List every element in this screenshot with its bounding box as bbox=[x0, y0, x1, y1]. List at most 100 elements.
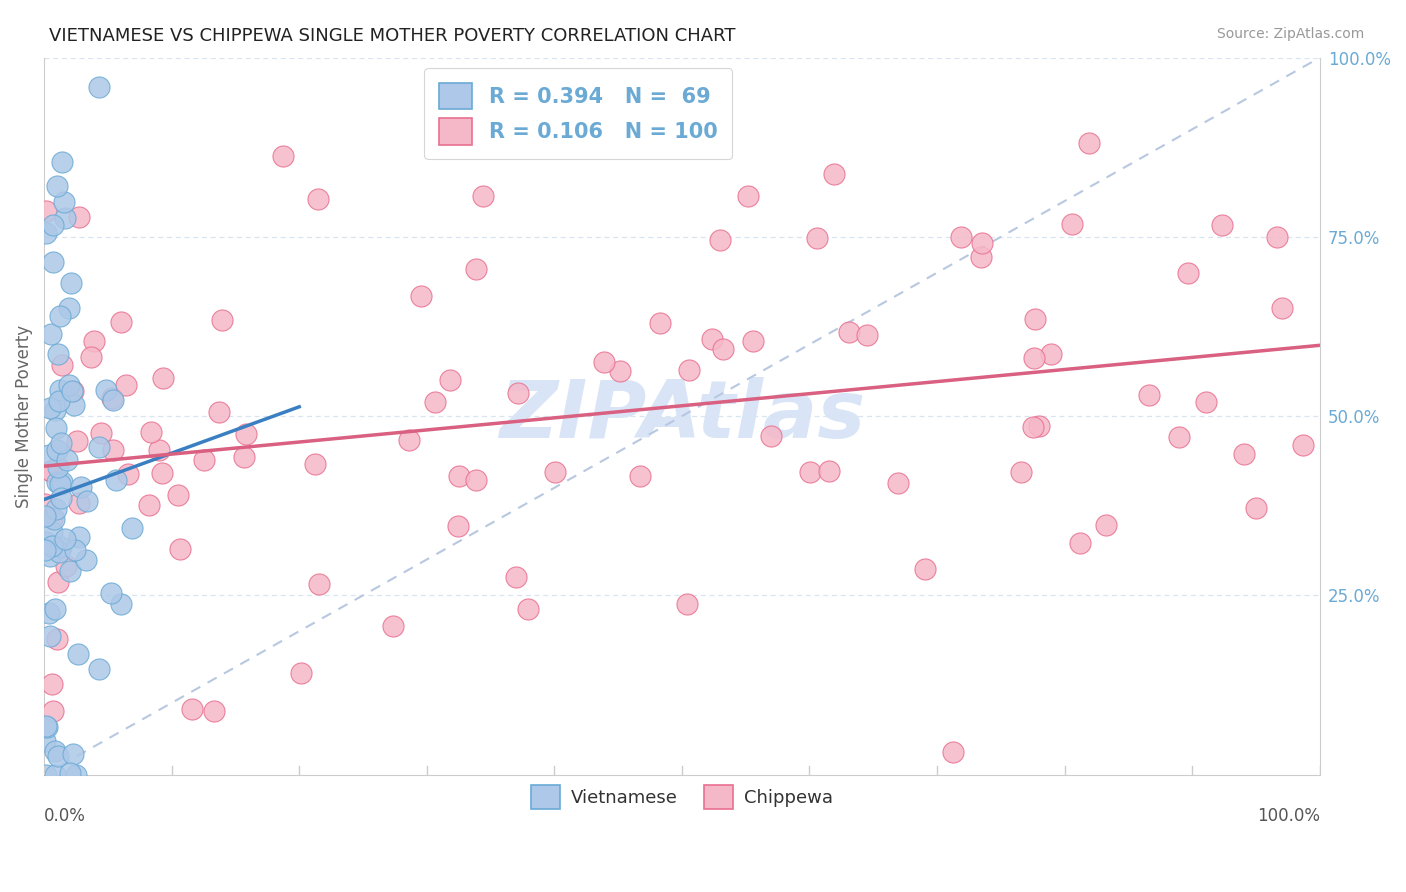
Point bbox=[439, 373, 461, 387]
Point bbox=[45, 502, 67, 516]
Point bbox=[42, 255, 65, 269]
Point bbox=[117, 467, 139, 481]
Point bbox=[62, 398, 84, 412]
Point bbox=[593, 355, 616, 369]
Point bbox=[193, 453, 215, 467]
Point bbox=[1271, 301, 1294, 315]
Legend: Vietnamese, Chippewa: Vietnamese, Chippewa bbox=[523, 778, 841, 815]
Point bbox=[38, 607, 60, 621]
Point bbox=[39, 464, 62, 478]
Point bbox=[58, 378, 80, 392]
Point bbox=[67, 495, 90, 509]
Point bbox=[761, 428, 783, 442]
Point bbox=[90, 425, 112, 440]
Point bbox=[42, 704, 65, 718]
Point bbox=[167, 488, 190, 502]
Point bbox=[53, 533, 76, 547]
Point bbox=[855, 328, 877, 343]
Point bbox=[1137, 387, 1160, 401]
Point bbox=[1028, 418, 1050, 433]
Point bbox=[1177, 266, 1199, 280]
Point bbox=[51, 154, 73, 169]
Text: VIETNAMESE VS CHIPPEWA SINGLE MOTHER POVERTY CORRELATION CHART: VIETNAMESE VS CHIPPEWA SINGLE MOTHER POV… bbox=[49, 27, 735, 45]
Point bbox=[150, 466, 173, 480]
Point bbox=[465, 474, 488, 488]
Point bbox=[62, 384, 84, 398]
Point bbox=[1040, 347, 1063, 361]
Point bbox=[101, 392, 124, 406]
Text: Source: ZipAtlas.com: Source: ZipAtlas.com bbox=[1216, 27, 1364, 41]
Point bbox=[76, 493, 98, 508]
Point bbox=[737, 188, 759, 202]
Point bbox=[838, 325, 860, 339]
Point bbox=[45, 421, 67, 435]
Point bbox=[49, 436, 72, 450]
Point bbox=[465, 261, 488, 276]
Point bbox=[648, 316, 671, 330]
Point bbox=[45, 443, 67, 458]
Point bbox=[35, 767, 58, 781]
Point bbox=[307, 192, 329, 206]
Point bbox=[100, 586, 122, 600]
Point bbox=[204, 704, 226, 718]
Point bbox=[1094, 517, 1116, 532]
Point bbox=[970, 236, 993, 251]
Point bbox=[51, 358, 73, 372]
Point bbox=[38, 448, 60, 462]
Point bbox=[48, 544, 70, 558]
Point bbox=[233, 450, 256, 464]
Point bbox=[60, 277, 83, 291]
Point bbox=[59, 766, 82, 780]
Point bbox=[46, 460, 69, 475]
Point bbox=[101, 442, 124, 457]
Point bbox=[818, 464, 841, 478]
Point bbox=[65, 767, 87, 781]
Point bbox=[39, 549, 62, 564]
Point bbox=[1167, 430, 1189, 444]
Point bbox=[53, 211, 76, 226]
Point bbox=[41, 510, 63, 524]
Point bbox=[628, 468, 651, 483]
Point bbox=[290, 666, 312, 681]
Point bbox=[44, 403, 66, 417]
Point bbox=[711, 343, 734, 357]
Point bbox=[138, 498, 160, 512]
Point bbox=[211, 312, 233, 326]
Point bbox=[169, 541, 191, 556]
Point bbox=[382, 619, 405, 633]
Point bbox=[34, 509, 56, 524]
Point bbox=[271, 149, 294, 163]
Point bbox=[58, 301, 80, 315]
Point bbox=[83, 334, 105, 349]
Point bbox=[62, 384, 84, 399]
Point bbox=[1024, 312, 1046, 326]
Point bbox=[52, 194, 75, 209]
Point bbox=[89, 662, 111, 676]
Point bbox=[942, 745, 965, 759]
Point bbox=[180, 701, 202, 715]
Point bbox=[42, 512, 65, 526]
Point bbox=[55, 559, 77, 574]
Point bbox=[121, 521, 143, 535]
Point bbox=[41, 524, 63, 539]
Point bbox=[35, 227, 58, 241]
Point bbox=[67, 210, 90, 224]
Point bbox=[1062, 218, 1084, 232]
Point bbox=[44, 767, 66, 781]
Point bbox=[152, 371, 174, 385]
Point bbox=[544, 465, 567, 479]
Point bbox=[824, 167, 846, 181]
Point bbox=[45, 179, 67, 194]
Point bbox=[148, 442, 170, 457]
Point bbox=[46, 347, 69, 361]
Point bbox=[39, 326, 62, 341]
Text: ZIPAtlas: ZIPAtlas bbox=[499, 377, 865, 455]
Y-axis label: Single Mother Poverty: Single Mother Poverty bbox=[15, 325, 32, 508]
Point bbox=[56, 453, 79, 467]
Point bbox=[1022, 420, 1045, 434]
Point bbox=[38, 401, 60, 416]
Point bbox=[46, 632, 69, 647]
Point bbox=[304, 457, 326, 471]
Point bbox=[101, 393, 124, 408]
Point bbox=[104, 473, 127, 487]
